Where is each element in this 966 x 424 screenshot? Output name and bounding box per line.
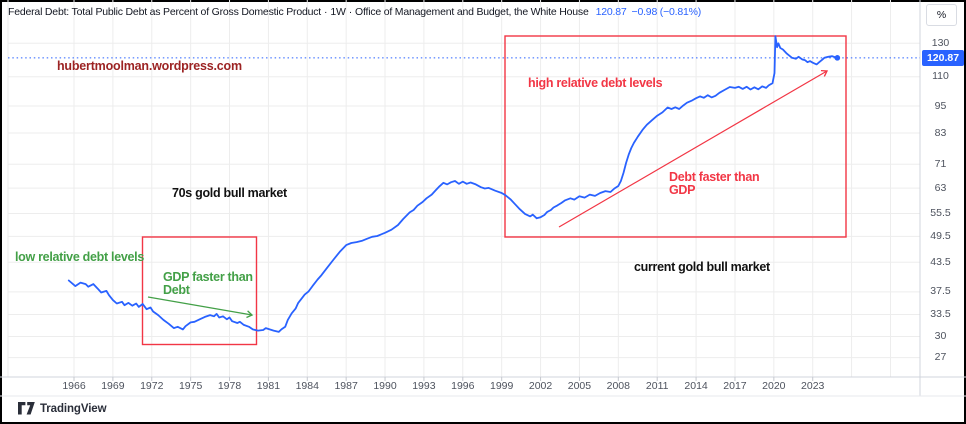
time-axis-label: 1978 [217, 380, 242, 392]
time-axis-label: 2005 [567, 380, 592, 392]
time-axis-label: 1987 [334, 380, 358, 392]
time-axis[interactable]: 1966 1969 1972 1975 1978 1981 1984 1987 1990 1993… [0, 377, 920, 396]
debt-faster-arrow[interactable] [558, 69, 829, 228]
price-axis-label: 30 [934, 330, 947, 343]
time-axis-label: 1966 [62, 380, 86, 392]
last-value-marker [834, 55, 841, 61]
price-axis-label: 110 [932, 70, 949, 83]
gdp-faster-arrow[interactable] [147, 296, 254, 319]
legend-separator: · [348, 6, 353, 18]
legend-separator: · [324, 6, 328, 18]
symbol-legend[interactable]: Federal Debt: Total Public Debt as Perce… [8, 4, 701, 20]
time-axis-label: 1993 [412, 380, 436, 392]
time-axis-label: 2002 [528, 380, 553, 392]
tradingview-brand-text: TradingView [40, 402, 107, 415]
current-bull-label[interactable]: current gold bull market [634, 260, 770, 274]
time-axis-label: 2008 [606, 380, 630, 392]
symbol-title: Federal Debt: Total Public Debt as Perce… [8, 6, 322, 18]
time-axis-label: 2020 [762, 380, 786, 392]
tradingview-logo-icon [18, 402, 35, 415]
last-price-value: 120.87 [595, 6, 627, 18]
price-axis-label: 27 [934, 351, 947, 364]
time-axis-label: 2023 [801, 380, 825, 392]
time-axis-label: 2017 [723, 380, 747, 392]
debt-faster-label[interactable]: Debt faster than GDP [669, 170, 760, 197]
price-axis-label: 83 [934, 126, 947, 139]
current-debt-box[interactable] [504, 35, 847, 238]
time-axis-label: 1999 [489, 380, 514, 392]
time-axis-label: 1981 [256, 380, 281, 392]
tradingview-logo[interactable]: TradingView [18, 402, 107, 415]
time-axis-label: 1996 [451, 380, 475, 392]
percent-scale-button[interactable]: % [926, 4, 957, 26]
time-axis-label: 2011 [645, 380, 669, 392]
interval-label: 1W [330, 6, 346, 18]
price-axis-label: 55.5 [930, 207, 951, 220]
time-axis-label: 1990 [373, 380, 397, 392]
current-price-badge: 120.87 [922, 49, 964, 66]
time-axis-label: 1984 [295, 380, 319, 392]
footer-bar: TradingView [0, 396, 966, 422]
price-axis[interactable]: % 120.87 130 110 95 83 71 63 55.5 49.5 43.5 37.5 3… [920, 0, 966, 396]
seventies-bull-label[interactable]: 70s gold bull market [172, 186, 287, 200]
price-axis-label: 37.5 [930, 285, 951, 298]
price-axis-label: 130 [931, 36, 950, 49]
price-axis-label: 43.5 [930, 255, 951, 268]
data-source-label: Office of Management and Budget, the Whi… [354, 6, 589, 18]
price-axis-label: 95 [934, 99, 947, 112]
time-axis-label: 1969 [101, 380, 125, 392]
debt-gdp-series-line [67, 35, 839, 333]
price-change-value: −0.98 (−0.81%) [631, 6, 702, 18]
time-axis-label: 1975 [178, 380, 203, 392]
price-axis-label: 49.5 [930, 229, 951, 242]
price-axis-label: 33.5 [930, 307, 951, 320]
seventies-debt-box[interactable] [141, 236, 258, 346]
gdp-faster-label[interactable]: GDP faster than Debt [163, 270, 253, 297]
price-axis-label: 63 [934, 181, 947, 194]
time-axis-label: 1972 [140, 380, 164, 392]
low-debt-label[interactable]: low relative debt levels [15, 250, 144, 264]
price-axis-label: 71 [934, 157, 947, 170]
high-debt-label[interactable]: high relative debt levels [528, 76, 663, 90]
time-axis-label: 2014 [684, 380, 708, 392]
site-watermark: hubertmoolman.wordpress.com [57, 59, 242, 73]
